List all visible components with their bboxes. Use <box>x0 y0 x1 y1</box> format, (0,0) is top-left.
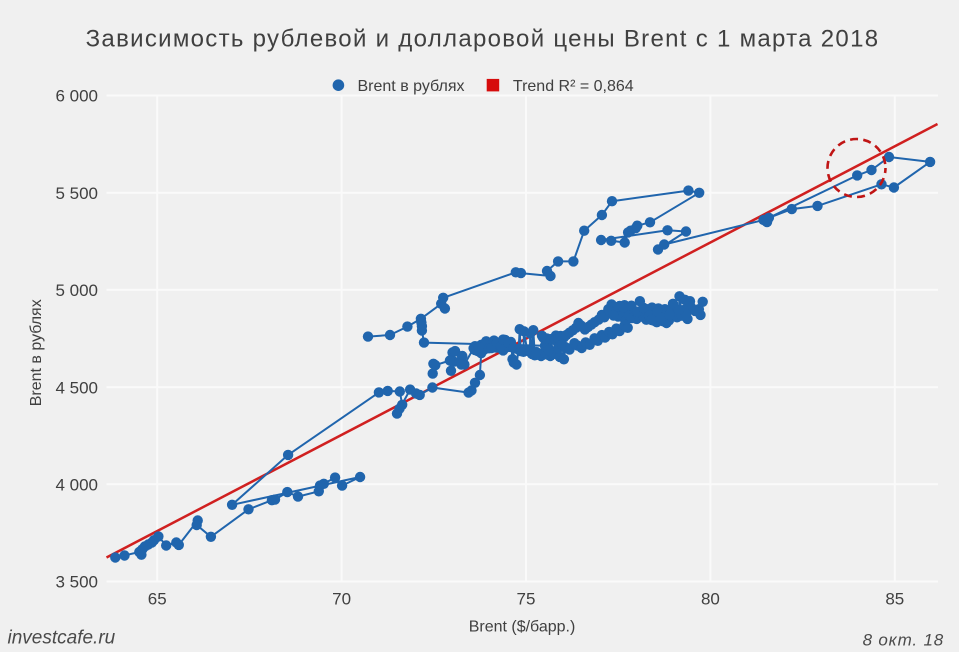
svg-text:Trend R² = 0,864: Trend R² = 0,864 <box>513 78 634 95</box>
svg-text:4 000: 4 000 <box>55 476 98 495</box>
svg-text:80: 80 <box>701 590 720 609</box>
svg-text:Brent в рублях: Brent в рублях <box>28 299 45 406</box>
svg-text:6 000: 6 000 <box>55 87 98 106</box>
svg-text:65: 65 <box>148 590 167 609</box>
svg-text:85: 85 <box>885 590 904 609</box>
svg-text:75: 75 <box>517 590 536 609</box>
svg-text:70: 70 <box>332 590 351 609</box>
svg-text:Brent в рублях: Brent в рублях <box>358 78 465 95</box>
svg-text:5 500: 5 500 <box>55 184 98 203</box>
svg-text:investcafe.ru: investcafe.ru <box>8 628 116 649</box>
svg-text:3 500: 3 500 <box>55 573 98 592</box>
svg-text:5 000: 5 000 <box>55 281 98 300</box>
svg-text:8 окт. 18: 8 окт. 18 <box>863 630 944 649</box>
svg-text:Brent ($/барр.): Brent ($/барр.) <box>469 619 576 636</box>
svg-text:Зависимость рублевой и долларо: Зависимость рублевой и долларовой цены B… <box>86 26 880 53</box>
svg-text:4 500: 4 500 <box>55 378 98 397</box>
